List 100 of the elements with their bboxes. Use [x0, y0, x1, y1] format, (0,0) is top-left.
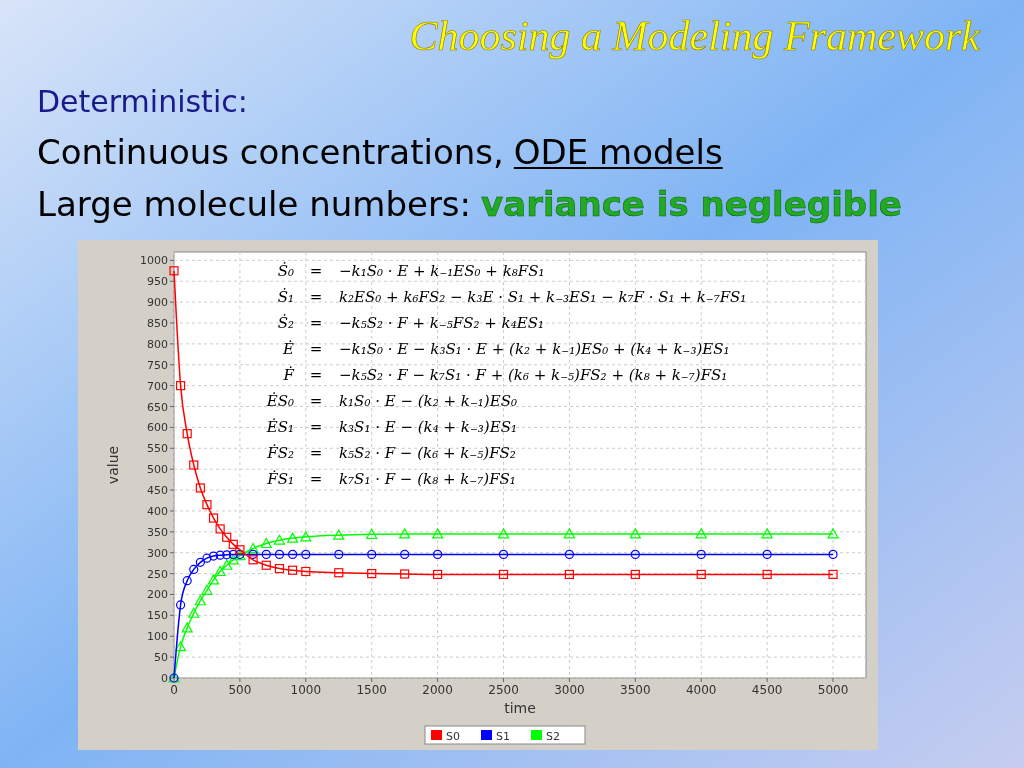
- point: [762, 549, 772, 559]
- point: [235, 545, 245, 555]
- y-tick-label: 250: [147, 567, 168, 581]
- point: [497, 528, 510, 539]
- point: [301, 566, 311, 577]
- point: [207, 574, 220, 585]
- point: [194, 595, 206, 606]
- point: [221, 559, 233, 570]
- y-axis-title: value: [105, 445, 121, 485]
- point: [761, 528, 773, 539]
- y-tick-label: 200: [147, 588, 168, 602]
- y-tick-label: 650: [147, 400, 168, 414]
- y-tick-label: 750: [147, 358, 168, 372]
- x-tick-label: 2000: [422, 683, 453, 697]
- annotation: Ṡ₀ = −k₁S₀ · E + k₋₁ES₀ + k₈FS₁: [277, 262, 545, 280]
- y-tick-label: 450: [147, 484, 168, 498]
- x-tick-label: 3000: [554, 683, 585, 697]
- point: [188, 607, 200, 618]
- point: [828, 569, 838, 580]
- point: [827, 528, 839, 539]
- annotation: Ė = −k₁S₀ · E − k₃S₁ · E + (k₂ + k₋₁)ES₀ + (k₄ + k₋₃)ES₁: [282, 340, 730, 358]
- point: [228, 549, 238, 559]
- y-tick-label: 0: [161, 672, 168, 685]
- point: [334, 549, 344, 559]
- point: [433, 569, 443, 580]
- point: [169, 266, 179, 276]
- point: [762, 569, 772, 580]
- chart-title: Choosing a Modeling Framework: [409, 13, 982, 59]
- point: [301, 549, 311, 559]
- text: Continuous concentrations,: [37, 132, 504, 172]
- point: [563, 528, 576, 539]
- point: [181, 622, 193, 633]
- y-tick-label: 50: [154, 651, 168, 665]
- point: [433, 549, 443, 559]
- text: variance is neglegible: [481, 184, 902, 224]
- point: [189, 460, 199, 470]
- x-tick-label: 4000: [685, 683, 717, 697]
- point: [261, 560, 271, 570]
- legend-label: S0: [446, 730, 460, 743]
- point: [175, 600, 186, 610]
- point: [274, 563, 285, 574]
- point: [288, 549, 298, 559]
- point: [261, 549, 271, 559]
- point: [564, 549, 575, 559]
- point: [366, 528, 378, 539]
- y-tick-label: 350: [147, 525, 168, 539]
- point: [208, 551, 219, 561]
- point: [287, 532, 299, 543]
- y-tick-label: 150: [147, 609, 168, 623]
- point: [498, 549, 509, 559]
- annotation: Ṡ₁ = k₂ES₀ + k₆FS₂ − k₃E · S₁ + k₋₃ES₁ − k₇F · S₁ + k₋₇FS₁: [277, 288, 747, 306]
- point: [333, 529, 345, 540]
- y-tick-label: 500: [147, 463, 168, 477]
- point: [629, 528, 641, 539]
- point: [182, 429, 192, 439]
- annotation: Ṡ₂ = −k₅S₂ · F + k₋₅FS₂ + k₄ES₁: [277, 314, 544, 332]
- point: [630, 569, 640, 580]
- point: [630, 549, 640, 559]
- point: [695, 528, 707, 539]
- point: [400, 569, 410, 579]
- x-tick-label: 4500: [751, 683, 783, 697]
- point: [367, 549, 377, 559]
- point: [334, 568, 344, 578]
- point: [564, 569, 575, 580]
- point: [222, 550, 232, 560]
- x-tick-label: 5000: [817, 683, 849, 697]
- y-tick-label: 950: [147, 275, 168, 289]
- x-tick-label: 500: [228, 683, 252, 697]
- x-tick-label: 0: [170, 683, 178, 697]
- point: [247, 542, 259, 554]
- text: ODE models: [513, 132, 723, 172]
- point: [432, 528, 444, 539]
- point: [215, 524, 225, 534]
- point: [214, 565, 226, 577]
- y-tick-label: 1000: [140, 254, 168, 268]
- point: [195, 483, 205, 493]
- point: [400, 549, 410, 559]
- point: [273, 534, 286, 545]
- y-tick-label: 850: [147, 317, 168, 330]
- y-tick-label: 800: [147, 337, 168, 351]
- point: [696, 549, 706, 559]
- point: [828, 549, 838, 559]
- point: [274, 549, 285, 559]
- point: [696, 569, 706, 580]
- y-tick-label: 550: [147, 442, 168, 456]
- point: [399, 528, 411, 539]
- legend-label: S2: [546, 730, 560, 743]
- point: [367, 568, 377, 579]
- annotation: ĖS₁ = k₃S₁ · E − (k₄ + k₋₃)ES₁: [265, 418, 517, 436]
- y-tick-label: 700: [147, 379, 168, 393]
- text: Large molecule numbers:: [37, 184, 472, 224]
- x-axis-title: time: [504, 700, 536, 716]
- point: [175, 381, 186, 391]
- point: [300, 531, 312, 542]
- x-tick-label: 2500: [488, 683, 519, 697]
- annotation: ḞS₁ = k₇S₁ · F − (k₈ + k₋₇)FS₁: [266, 470, 516, 488]
- point: [208, 513, 219, 523]
- text: Deterministic:: [37, 84, 248, 119]
- point: [248, 549, 258, 559]
- point: [202, 553, 212, 563]
